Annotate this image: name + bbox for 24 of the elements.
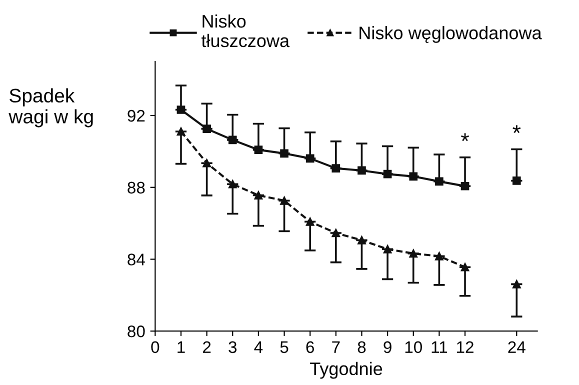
x-tick-label: 8 [358, 341, 366, 354]
y-tick-label: 92 [128, 110, 145, 122]
x-tick-label: 24 [508, 341, 526, 353]
y-axis-title: Spadek wagi w kg [8, 88, 93, 128]
x-tick-label: 11 [432, 341, 448, 353]
legend-label: Nisko węglowodanowa [360, 26, 542, 43]
annotation: * [461, 133, 469, 142]
x-tick-label: 3 [228, 341, 237, 354]
x-tick-label: 5 [280, 341, 288, 354]
x-tick-label: 2 [203, 341, 211, 353]
x-tick-label: 7 [332, 341, 340, 353]
y-tick-label: 80 [128, 326, 145, 338]
x-tick-label: 0 [151, 341, 160, 354]
y-tick-label: 84 [128, 254, 145, 266]
x-tick-label: 12 [457, 341, 474, 353]
x-tick-label: 9 [384, 341, 392, 354]
x-tick-label: 6 [306, 341, 314, 354]
y-tick-label: 88 [128, 182, 145, 194]
x-axis-title: Tygodnie [310, 362, 382, 379]
x-tick-label: 1 [178, 341, 185, 353]
x-tick-label: 4 [254, 341, 263, 353]
annotation: * [512, 125, 521, 134]
legend-label: Nisko tłuszczowa [202, 14, 290, 48]
x-tick-label: 10 [405, 341, 422, 354]
